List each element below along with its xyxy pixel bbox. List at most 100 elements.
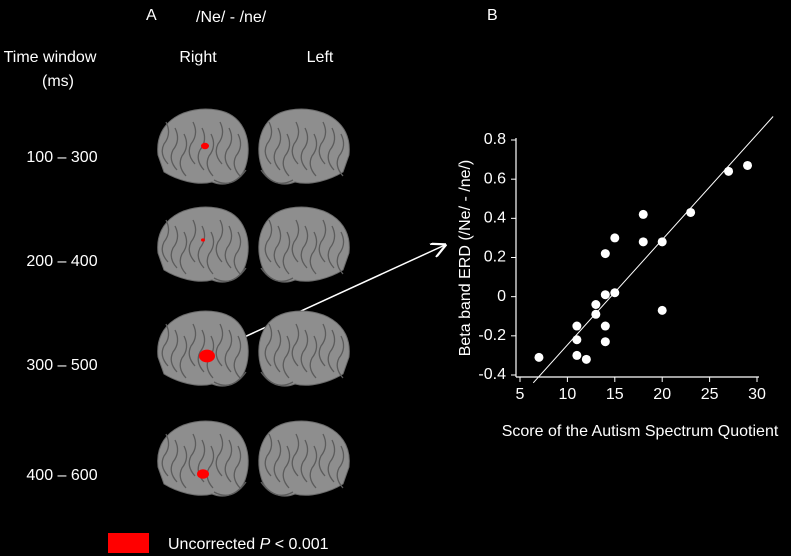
legend-swatch	[108, 533, 149, 553]
sulcus	[188, 323, 197, 367]
sulcus	[318, 433, 327, 477]
brain	[157, 206, 249, 283]
sulcus	[336, 133, 345, 177]
point	[610, 288, 620, 298]
sulcus	[327, 329, 336, 373]
activation	[199, 349, 215, 363]
y-tick-label: 0.6	[484, 170, 506, 187]
sulcus	[170, 225, 179, 269]
sulcus	[233, 335, 242, 379]
panel-label: B	[487, 7, 498, 24]
sulcus	[336, 231, 345, 275]
x-tick-label: 5	[516, 386, 525, 403]
sulcus	[197, 127, 206, 171]
arrow	[215, 245, 445, 351]
legend-text: Uncorrected	[168, 536, 260, 553]
sulcus	[170, 127, 179, 171]
point	[743, 160, 753, 170]
sulcus	[215, 433, 224, 477]
row-header: Time window	[4, 49, 97, 66]
column-header: Left	[307, 49, 334, 66]
point	[638, 209, 648, 219]
sulcus	[179, 335, 188, 379]
point	[572, 335, 582, 345]
cerebellum	[260, 481, 294, 496]
row-label: 200 – 400	[26, 253, 97, 270]
sulcus	[327, 439, 336, 483]
sulcus	[224, 329, 233, 373]
sulcus	[224, 439, 233, 483]
column-header: Right	[179, 49, 217, 66]
brain	[157, 108, 249, 185]
sulcus	[197, 329, 206, 373]
point	[724, 166, 734, 176]
sulcus	[215, 219, 224, 263]
sulcus	[282, 335, 291, 379]
point	[572, 350, 582, 360]
sulcus	[318, 219, 327, 263]
brain-shape	[258, 420, 350, 497]
sulcus	[233, 133, 242, 177]
sulcus	[273, 439, 282, 483]
sulcus	[273, 225, 282, 269]
sulcus	[161, 121, 170, 165]
sulcus	[179, 231, 188, 275]
point	[581, 354, 591, 364]
point	[591, 309, 601, 319]
point	[686, 207, 696, 217]
sulcus	[309, 231, 318, 275]
cerebellum	[260, 267, 294, 282]
brain	[258, 108, 350, 185]
sulcus	[188, 219, 197, 263]
y-tick-label: 0	[497, 288, 506, 305]
sulcus	[318, 323, 327, 367]
sulcus	[170, 329, 179, 373]
y-tick-label: 0.2	[484, 249, 506, 266]
sulcus	[197, 225, 206, 269]
sulcus	[327, 127, 336, 171]
cerebellum	[213, 169, 247, 184]
cerebellum	[213, 481, 247, 496]
sulcus	[336, 445, 345, 489]
sulcus	[161, 323, 170, 367]
sulcus	[273, 329, 282, 373]
sulcus	[179, 445, 188, 489]
brain-shape	[258, 310, 350, 387]
sulcus	[215, 323, 224, 367]
sulcus	[161, 433, 170, 477]
sulcus	[282, 133, 291, 177]
activation	[197, 469, 209, 479]
cerebellum	[260, 169, 294, 184]
sulcus	[188, 433, 197, 477]
point	[600, 290, 610, 300]
point	[600, 321, 610, 331]
sulcus	[282, 445, 291, 489]
sulcus	[224, 127, 233, 171]
point	[657, 305, 667, 315]
sulcus	[318, 121, 327, 165]
sulcus	[300, 329, 309, 373]
panel-title: /Ne/ - /ne/	[196, 9, 267, 26]
brain	[258, 420, 350, 497]
sulcus	[309, 335, 318, 379]
point	[572, 321, 582, 331]
legend-label: Uncorrected P < 0.001	[168, 536, 329, 553]
sulcus	[300, 439, 309, 483]
activation	[201, 238, 205, 242]
point	[638, 237, 648, 247]
sulcus	[161, 219, 170, 263]
point	[591, 300, 601, 309]
y-tick-label: 0.4	[484, 210, 506, 227]
point	[657, 237, 667, 247]
brain	[157, 310, 249, 387]
brain-shape	[258, 206, 350, 283]
cerebellum	[213, 371, 247, 386]
sulcus	[291, 433, 300, 477]
y-tick-label: 0.8	[484, 131, 506, 148]
legend-text: < 0.001	[270, 536, 328, 553]
point	[600, 249, 610, 259]
sulcus	[291, 219, 300, 263]
y-tick-label: -0.4	[478, 366, 506, 383]
